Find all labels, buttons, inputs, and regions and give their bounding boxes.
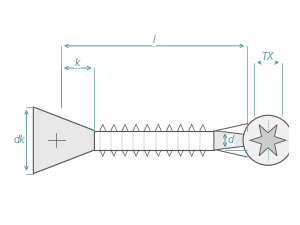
- Polygon shape: [33, 107, 94, 174]
- Polygon shape: [214, 130, 247, 150]
- Text: k: k: [75, 58, 81, 68]
- Text: d: d: [227, 135, 234, 145]
- Circle shape: [243, 115, 293, 165]
- Text: TX: TX: [262, 52, 275, 62]
- Polygon shape: [250, 125, 286, 156]
- Text: dk: dk: [14, 135, 26, 145]
- Text: l: l: [153, 35, 155, 45]
- Polygon shape: [247, 135, 256, 146]
